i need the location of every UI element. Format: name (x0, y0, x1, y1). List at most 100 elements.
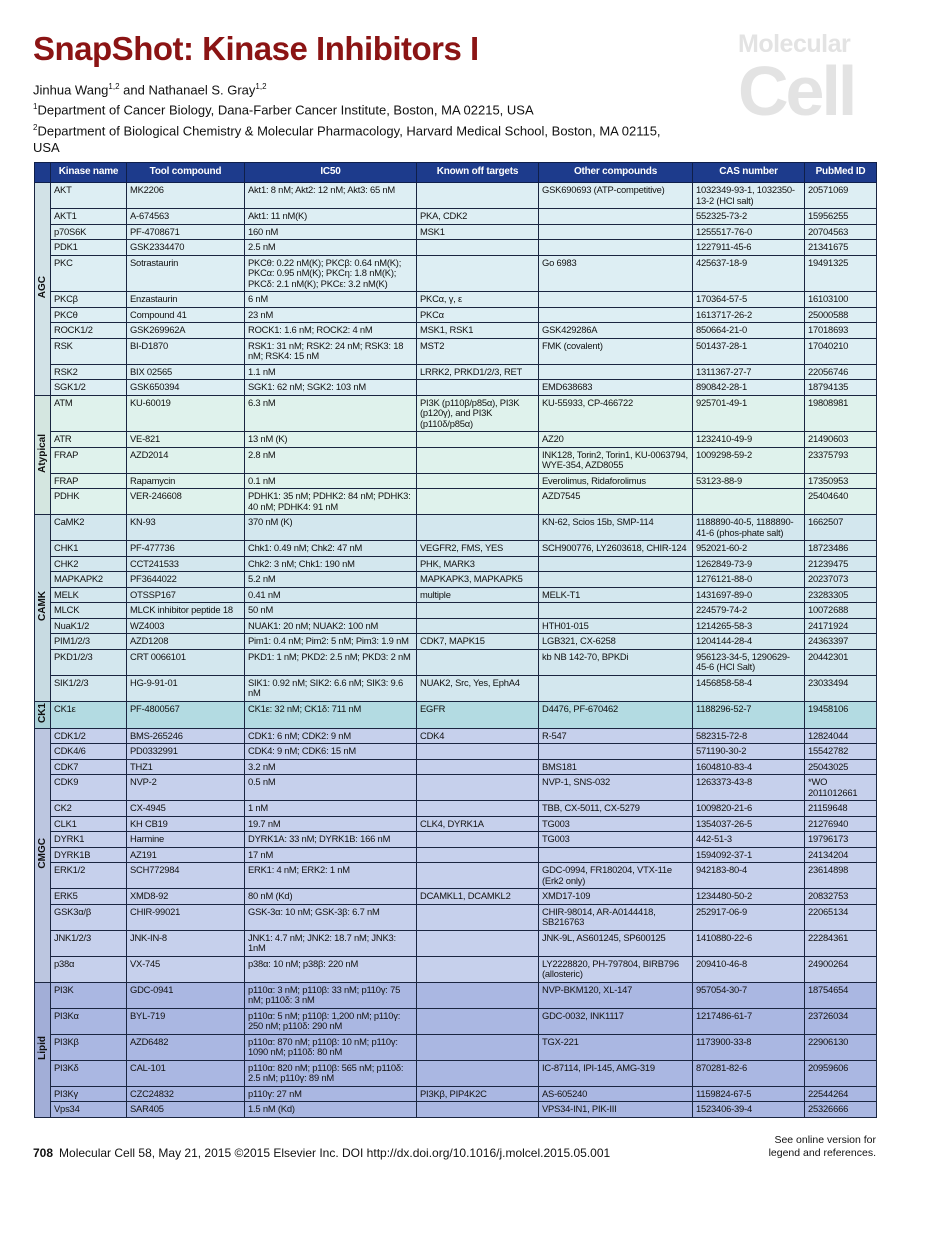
kinase-name-cell: PDK1 (50, 239, 127, 256)
other-compounds-cell: GDC-0032, INK1117 (538, 1007, 693, 1035)
logo-line2: Cell (738, 52, 857, 130)
pubmed-id-cell: 25326666 (804, 1101, 877, 1118)
other-compounds-cell (538, 555, 693, 572)
tool-compound-cell: OTSSP167 (126, 586, 245, 603)
off-targets-cell (416, 488, 539, 515)
table-row: RSK2 BIX 02565 1.1 nM LRRK2, PRKD1/2/3, RET… (34, 363, 877, 380)
table-row: PKCβ Enzastaurin 6 nM PKCα, γ, ε 170364-57-5… (34, 291, 877, 308)
group-label-text: Lipid (36, 1035, 48, 1060)
kinase-name-cell: PDHK (50, 488, 127, 515)
other-compounds-cell: NVP-BKM120, XL-147 (538, 981, 693, 1009)
kinase-name-cell: PI3Kγ (50, 1085, 127, 1102)
other-compounds-cell: GSK690693 (ATP-competitive) (538, 182, 693, 209)
tool-compound-cell: CX-4945 (126, 800, 245, 817)
group-label-text: AGC (36, 275, 48, 299)
kinase-name-cell: PI3Kβ (50, 1033, 127, 1061)
ic50-cell: 2.8 nM (244, 446, 417, 474)
off-targets-cell: PI3K (p110β/p85α), PI3K (p120γ), and PI3… (416, 394, 539, 432)
table-row: CDK7 THZ1 3.2 nM BMS181 1604810-83-4 25043025 (34, 758, 877, 775)
other-compounds-cell (538, 363, 693, 380)
ic50-cell: p110α: 870 nM; p110β: 10 nM; p110γ: 1090… (244, 1033, 417, 1061)
table-header-row: Kinase name Tool compound IC50 Known off ta… (34, 162, 877, 183)
kinase-name-cell: ATR (50, 431, 127, 448)
off-targets-cell: MST2 (416, 337, 539, 365)
ic50-cell: DYRK1A: 33 nM; DYRK1B: 166 nM (244, 831, 417, 848)
other-compounds-cell: R-547 (538, 727, 693, 744)
ic50-cell: ROCK1: 1.6 nM; ROCK2: 4 nM (244, 322, 417, 339)
ic50-cell: PKD1: 1 nM; PKD2: 2.5 nM; PKD3: 2 nM (244, 648, 417, 676)
tool-compound-cell: PD0332991 (126, 743, 245, 760)
cas-number-cell: 890842-28-1 (692, 379, 805, 396)
tool-compound-cell: BMS-265246 (126, 727, 245, 744)
page-header: SnapShot: Kinase Inhibitors I Jinhua Wan… (0, 0, 950, 162)
table-row: NuaK1/2 WZ4003 NUAK1: 20 nM; NUAK2: 100 nM… (34, 617, 877, 634)
table-row: Lipid PI3K GDC-0941 p110α: 3 nM; p110β: 33 … (34, 981, 877, 1118)
cas-number-cell: 956123-34-5, 1290629-45-6 (HCl Salt) (692, 648, 805, 676)
tool-compound-cell: KU-60019 (126, 394, 245, 432)
table-row: PI3Kβ AZD6482 p110α: 870 nM; p110β: 10 nM;… (34, 1033, 877, 1061)
affiliation-text: Department of Cancer Biology, Dana-Farbe… (37, 102, 534, 118)
column-header: Tool compound (126, 162, 245, 183)
ic50-cell: 1.5 nM (Kd) (244, 1101, 417, 1118)
tool-compound-cell: Harmine (126, 831, 245, 848)
kinase-name-cell: MLCK (50, 602, 127, 619)
other-compounds-cell (538, 208, 693, 225)
off-targets-cell: LRRK2, PRKD1/2/3, RET (416, 363, 539, 380)
pubmed-id-cell: 23033494 (804, 674, 877, 702)
ic50-cell: CK1ε: 32 nM; CK1δ: 711 nM (244, 700, 417, 729)
table-row: DYRK1B AZ191 17 nM 1594092-37-1 24134204 (34, 846, 877, 863)
off-targets-cell: CDK7, MAPK15 (416, 633, 539, 650)
table-row: Atypical ATM KU-60019 6.3 nM PI3K (p110β/p85… (34, 394, 877, 515)
kinase-name-cell: p38α (50, 955, 127, 983)
table-row: PI3Kα BYL-719 p110α: 5 nM; p110β: 1,200 nM… (34, 1007, 877, 1035)
ic50-cell: NUAK1: 20 nM; NUAK2: 100 nM (244, 617, 417, 634)
off-targets-cell (416, 602, 539, 619)
kinase-name-cell: FRAP (50, 472, 127, 489)
ic50-cell: 5.2 nM (244, 571, 417, 588)
kinase-name-cell: GSK3α/β (50, 903, 127, 931)
other-compounds-cell: AZ20 (538, 431, 693, 448)
pubmed-id-cell: 21341675 (804, 239, 877, 256)
off-targets-cell (416, 648, 539, 676)
group-label-text: CAMK (36, 591, 48, 621)
table-row: p70S6K PF-4708671 160 nM MSK1 1255517-76-0 20… (34, 223, 877, 240)
off-targets-cell (416, 929, 539, 957)
group-label-camk: CAMK (34, 514, 51, 702)
cas-number-cell: 850664-21-0 (692, 322, 805, 339)
off-targets-cell (416, 774, 539, 801)
cas-number-cell: 870281-82-6 (692, 1059, 805, 1087)
pubmed-id-cell: 1662507 (804, 514, 877, 541)
table-row: ROCK1/2 GSK269962A ROCK1: 1.6 nM; ROCK2: 4… (34, 322, 877, 339)
pubmed-id-cell: 24363397 (804, 633, 877, 650)
ic50-cell: Akt1: 11 nM(K) (244, 208, 417, 225)
other-compounds-cell: KU-55933, CP-466722 (538, 394, 693, 432)
tool-compound-cell: MK2206 (126, 182, 245, 209)
cas-number-cell: 1159824-67-5 (692, 1085, 805, 1102)
other-compounds-cell: MELK-T1 (538, 586, 693, 603)
pubmed-id-cell: 22906130 (804, 1033, 877, 1061)
off-targets-cell: PKA, CDK2 (416, 208, 539, 225)
kinase-name-cell: DYRK1B (50, 846, 127, 863)
table-row: MELK OTSSP167 0.41 nM multiple MELK-T1 143169… (34, 586, 877, 603)
cas-number-cell: 1456858-58-4 (692, 674, 805, 702)
group-label-atypical: Atypical (34, 394, 51, 515)
tool-compound-cell: GDC-0941 (126, 981, 245, 1009)
pubmed-id-cell: 19458106 (804, 700, 877, 729)
pubmed-id-cell: 19796173 (804, 831, 877, 848)
cas-number-cell: 1217486-61-7 (692, 1007, 805, 1035)
tool-compound-cell: Compound 41 (126, 306, 245, 323)
tool-compound-cell: GSK650394 (126, 379, 245, 396)
off-targets-cell: VEGFR2, FMS, YES (416, 540, 539, 557)
ic50-cell: p38α: 10 nM; p38β: 220 nM (244, 955, 417, 983)
other-compounds-cell: TG003 (538, 831, 693, 848)
off-targets-cell (416, 379, 539, 396)
tool-compound-cell: VX-745 (126, 955, 245, 983)
cas-number-cell: 942183-80-4 (692, 862, 805, 889)
authors-block: Jinhua Wang1,2 and Nathanael S. Gray1,2 … (33, 78, 673, 156)
tool-compound-cell: THZ1 (126, 758, 245, 775)
kinase-inhibitor-table: Kinase name Tool compound IC50 Known off ta… (34, 162, 877, 1118)
kinase-name-cell: SIK1/2/3 (50, 674, 127, 702)
kinase-name-cell: JNK1/2/3 (50, 929, 127, 957)
table-row: PKD1/2/3 CRT 0066101 PKD1: 1 nM; PKD2: 2.5… (34, 648, 877, 676)
